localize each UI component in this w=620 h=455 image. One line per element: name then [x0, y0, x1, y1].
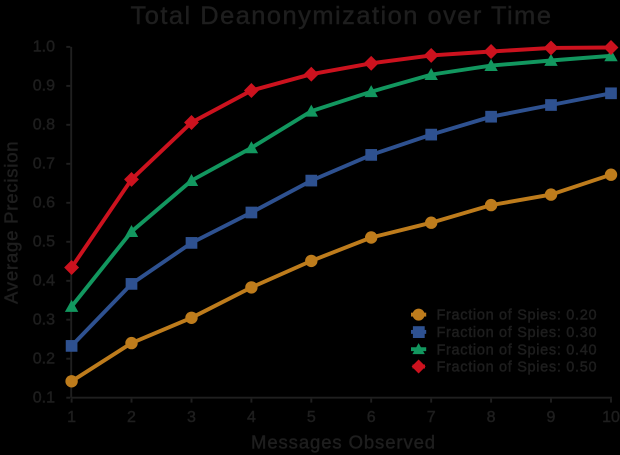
svg-text:0.6: 0.6: [33, 195, 55, 212]
svg-text:Messages Observed: Messages Observed: [251, 431, 436, 452]
svg-text:0.2: 0.2: [33, 351, 55, 368]
svg-text:9: 9: [547, 409, 556, 426]
svg-text:0.1: 0.1: [33, 390, 55, 407]
svg-text:0.5: 0.5: [33, 234, 55, 251]
svg-text:4: 4: [247, 409, 256, 426]
svg-text:7: 7: [427, 409, 436, 426]
svg-text:Fraction of Spies: 0.20: Fraction of Spies: 0.20: [437, 308, 598, 324]
svg-text:0.9: 0.9: [33, 78, 55, 95]
svg-text:1: 1: [67, 409, 76, 426]
svg-text:8: 8: [487, 409, 496, 426]
svg-text:Fraction of Spies: 0.30: Fraction of Spies: 0.30: [437, 325, 598, 341]
svg-text:5: 5: [307, 409, 316, 426]
svg-text:0.4: 0.4: [33, 273, 55, 290]
svg-text:Fraction of Spies: 0.40: Fraction of Spies: 0.40: [437, 342, 598, 358]
svg-text:2: 2: [127, 409, 136, 426]
svg-text:1.0: 1.0: [33, 39, 55, 56]
svg-text:Average Precision: Average Precision: [1, 141, 22, 304]
svg-text:3: 3: [187, 409, 196, 426]
svg-text:6: 6: [367, 409, 376, 426]
svg-text:0.7: 0.7: [33, 156, 55, 173]
svg-text:Total Deanonymization over Tim: Total Deanonymization over Time: [131, 2, 553, 30]
svg-text:0.3: 0.3: [33, 312, 55, 329]
svg-text:0.8: 0.8: [33, 117, 55, 134]
svg-text:Fraction of Spies: 0.50: Fraction of Spies: 0.50: [437, 360, 598, 376]
svg-text:10: 10: [602, 409, 620, 426]
